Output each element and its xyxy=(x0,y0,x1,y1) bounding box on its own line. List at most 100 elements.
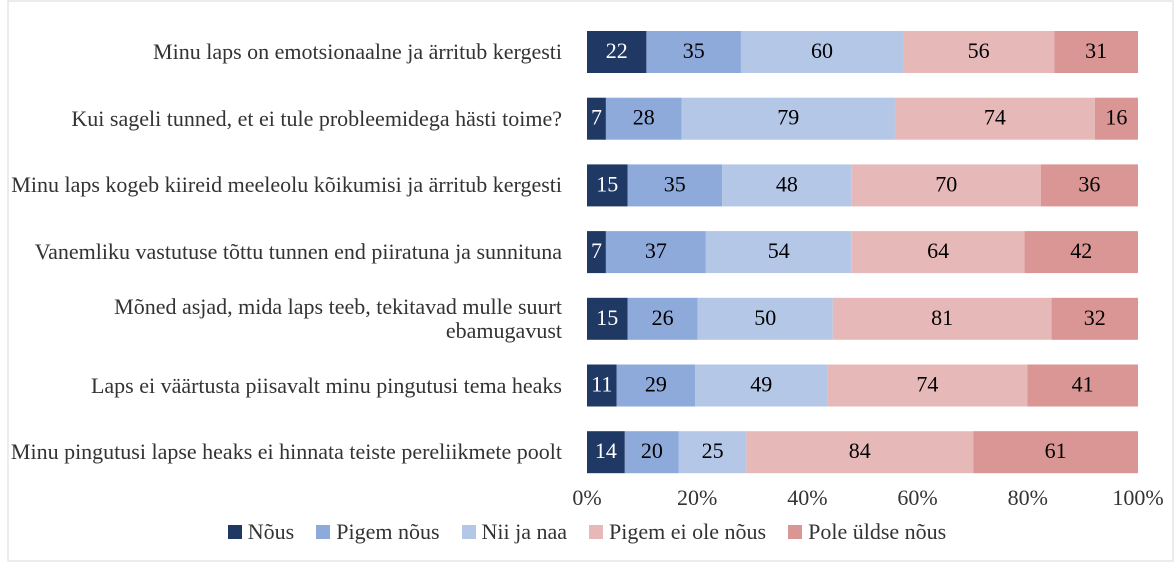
data-label: 35 xyxy=(664,171,686,196)
data-label: 28 xyxy=(633,105,655,130)
bar-segment xyxy=(1054,31,1138,73)
bar-segment xyxy=(695,364,828,407)
bar-segment xyxy=(697,297,833,340)
bar-segment xyxy=(827,364,1028,407)
category-label: Vanemliku vastutuse tõttu tunnen end pii… xyxy=(34,239,562,265)
bar-segment xyxy=(646,31,741,73)
data-label: 20 xyxy=(641,438,663,463)
legend-swatch xyxy=(227,525,242,539)
bar-segment xyxy=(722,164,852,207)
data-label: 74 xyxy=(916,372,938,397)
category-label: Kui sageli tunned, et ei tule probleemid… xyxy=(71,105,562,131)
category-label: Minu laps on emotsionaalne ja ärritub ke… xyxy=(153,39,562,64)
bar-segment xyxy=(681,97,895,140)
data-label: 22 xyxy=(606,38,628,63)
bar-segment xyxy=(587,431,625,474)
legend-label: Pole üldse nõus xyxy=(808,519,947,544)
bar-segment xyxy=(605,231,706,274)
data-label: 35 xyxy=(683,38,705,63)
data-label: 29 xyxy=(645,372,667,397)
legend-item: Nõus xyxy=(227,519,295,545)
bar-segment xyxy=(705,231,852,274)
data-label: 32 xyxy=(1084,305,1106,330)
legend-label: Nii ja naa xyxy=(481,519,568,544)
data-label: 41 xyxy=(1072,372,1094,397)
category-label: Mõned asjad, mida laps teeb, tekitavad m… xyxy=(114,293,562,343)
data-label: 14 xyxy=(595,438,617,463)
bar-segment xyxy=(678,431,747,474)
x-tick-label: 60% xyxy=(897,485,937,510)
category-label: Laps ei väärtusta piisavalt minu pingutu… xyxy=(90,372,562,398)
legend-swatch xyxy=(788,525,803,539)
bar-segment xyxy=(587,31,647,73)
data-label: 36 xyxy=(1078,171,1100,196)
bar-segment xyxy=(746,431,974,474)
data-label: 61 xyxy=(1045,438,1067,463)
data-label: 11 xyxy=(591,372,612,397)
data-label: 48 xyxy=(776,171,798,196)
legend-swatch xyxy=(316,525,331,539)
x-tick-label: 40% xyxy=(787,485,827,510)
data-label: 31 xyxy=(1085,38,1107,63)
legend-swatch xyxy=(589,525,604,539)
data-label: 25 xyxy=(702,438,724,463)
bar-segment xyxy=(1051,297,1138,340)
legend-item: Pigem nõus xyxy=(316,519,440,545)
bar-segment xyxy=(616,364,696,407)
data-label: 7 xyxy=(591,238,602,263)
bar-segment xyxy=(1094,97,1138,140)
data-label: 15 xyxy=(596,305,618,330)
bar-segment xyxy=(587,364,617,407)
data-label: 16 xyxy=(1105,105,1127,130)
legend-item: Pole üldse nõus xyxy=(788,519,946,545)
legend-label: Pigem nõus xyxy=(336,519,440,544)
x-tick-label: 20% xyxy=(677,485,717,510)
x-tick-label: 0% xyxy=(572,485,601,510)
bar-segment xyxy=(851,164,1041,207)
legend-swatch xyxy=(461,525,476,539)
legend-item: Nii ja naa xyxy=(461,519,568,545)
bar-segment xyxy=(740,31,904,73)
bar-segment xyxy=(903,31,1055,73)
bar-segment xyxy=(973,431,1138,474)
data-label: 56 xyxy=(968,38,990,63)
data-label: 15 xyxy=(596,171,618,196)
data-label: 81 xyxy=(931,305,953,330)
chart-frame xyxy=(7,0,1174,562)
legend-label: Pigem ei ole nõus xyxy=(609,519,767,544)
bar-segment xyxy=(1027,364,1138,407)
data-label: 7 xyxy=(591,105,602,130)
data-label: 64 xyxy=(927,238,949,263)
data-label: 50 xyxy=(754,305,776,330)
bar-segment xyxy=(1024,231,1138,274)
bar-segment xyxy=(587,164,628,207)
category-label: Minu laps kogeb kiireid meeleolu kõikumi… xyxy=(11,172,562,198)
legend-item: Pigem ei ole nõus xyxy=(589,519,766,545)
data-label: 26 xyxy=(652,305,674,330)
category-label: Minu pingutusi lapse heaks ei hinnata te… xyxy=(10,439,562,465)
legend: Nõus Pigem nõus Nii ja naa Pigem ei ole nõu… xyxy=(0,519,1174,545)
data-label: 70 xyxy=(935,171,957,196)
bar-segment xyxy=(587,231,606,274)
data-label: 74 xyxy=(984,105,1006,130)
bar-segment xyxy=(627,297,698,340)
bar-segment xyxy=(587,97,606,140)
data-label: 37 xyxy=(645,238,667,263)
bar-segment xyxy=(627,164,723,207)
bar-segment xyxy=(605,97,682,140)
bar-segment xyxy=(851,231,1025,274)
data-label: 42 xyxy=(1070,238,1092,263)
bar-segment xyxy=(832,297,1052,340)
data-label: 49 xyxy=(750,372,772,397)
bar-segment xyxy=(894,97,1095,140)
data-label: 60 xyxy=(811,38,833,63)
legend-label: Nõus xyxy=(247,519,295,544)
bar-segment xyxy=(624,431,679,474)
data-label: 84 xyxy=(849,438,871,463)
data-label: 79 xyxy=(777,105,799,130)
data-label: 54 xyxy=(768,238,790,263)
bar-segment xyxy=(1040,164,1138,207)
bar-segment xyxy=(587,297,628,340)
